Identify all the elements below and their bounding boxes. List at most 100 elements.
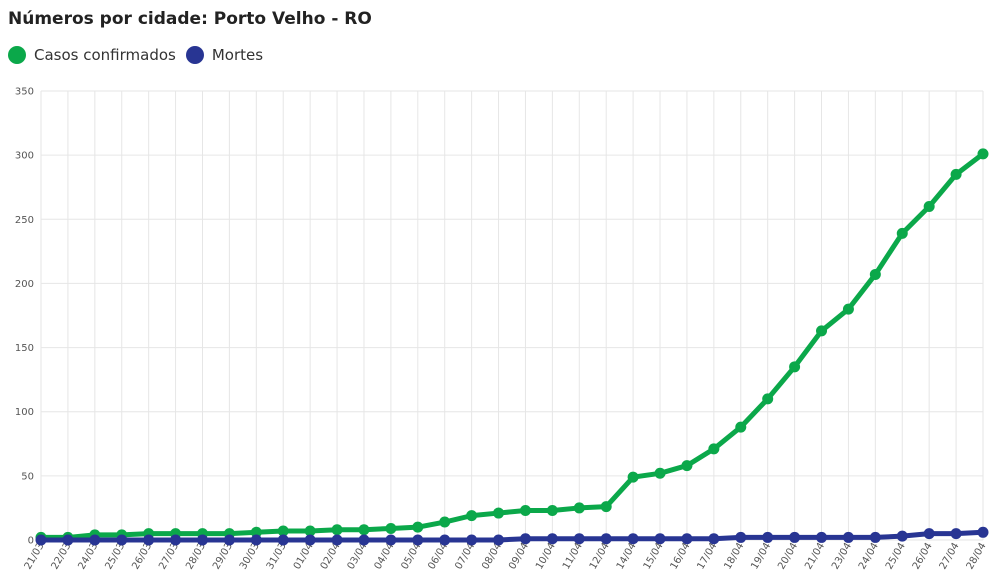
data-point-mortes[interactable] (170, 534, 182, 546)
y-tick-label: 200 (15, 279, 34, 290)
data-point-mortes[interactable] (116, 534, 128, 546)
data-point-mortes[interactable] (493, 534, 505, 546)
data-point-casos[interactable] (385, 522, 397, 534)
x-tick-label: 29/03 (211, 541, 235, 571)
data-point-casos[interactable] (439, 516, 451, 528)
data-point-casos[interactable] (493, 507, 505, 519)
data-point-mortes[interactable] (735, 531, 747, 543)
data-point-casos[interactable] (896, 227, 908, 239)
x-tick-label: 08/04 (480, 541, 504, 571)
legend-marker-casos-icon (8, 46, 26, 64)
data-point-casos[interactable] (923, 200, 935, 212)
data-point-casos[interactable] (654, 467, 666, 479)
data-point-casos[interactable] (816, 325, 828, 337)
x-tick-label: 21/04 (803, 541, 827, 571)
data-point-casos[interactable] (331, 524, 343, 536)
data-point-mortes[interactable] (842, 531, 854, 543)
data-point-mortes[interactable] (923, 528, 935, 540)
data-point-mortes[interactable] (896, 530, 908, 542)
data-point-casos[interactable] (842, 303, 854, 315)
data-point-mortes[interactable] (654, 533, 666, 545)
data-point-mortes[interactable] (681, 533, 693, 545)
data-point-mortes[interactable] (358, 534, 370, 546)
legend-item-mortes[interactable]: Mortes (185, 46, 263, 64)
data-point-casos[interactable] (304, 525, 316, 537)
data-point-casos[interactable] (708, 443, 720, 455)
data-point-casos[interactable] (600, 501, 612, 513)
data-point-casos[interactable] (250, 526, 262, 538)
grid-layer (40, 90, 984, 541)
data-point-casos[interactable] (358, 524, 370, 536)
data-point-mortes[interactable] (708, 533, 720, 545)
data-point-mortes[interactable] (250, 534, 262, 546)
data-point-mortes[interactable] (466, 534, 478, 546)
legend-marker-mortes-icon (185, 46, 204, 64)
y-tick-label: 0 (28, 536, 34, 547)
x-tick-label: 07/04 (453, 541, 477, 571)
y-tick-label: 100 (15, 407, 34, 418)
data-point-mortes[interactable] (89, 534, 101, 546)
data-point-casos[interactable] (573, 502, 585, 514)
x-tick-label: 05/04 (399, 541, 423, 571)
data-point-mortes[interactable] (789, 531, 801, 543)
data-point-mortes[interactable] (35, 534, 47, 546)
data-point-mortes[interactable] (950, 528, 962, 540)
x-tick-label: 02/04 (319, 541, 343, 571)
data-point-mortes[interactable] (600, 533, 612, 545)
data-point-mortes[interactable] (439, 534, 451, 546)
data-point-casos[interactable] (519, 504, 531, 516)
x-tick-label: 28/04 (965, 541, 989, 571)
data-point-mortes[interactable] (304, 534, 316, 546)
x-tick-label: 18/04 (722, 541, 746, 571)
x-tick-label: 17/04 (696, 541, 720, 571)
data-point-mortes[interactable] (546, 533, 558, 545)
data-point-mortes[interactable] (62, 534, 74, 546)
x-tick-label: 21/03 (23, 541, 47, 571)
data-point-casos[interactable] (277, 525, 289, 537)
x-tick-label: 01/04 (292, 541, 316, 571)
data-point-casos[interactable] (950, 168, 962, 180)
data-point-mortes[interactable] (627, 533, 639, 545)
data-point-casos[interactable] (412, 521, 424, 533)
data-point-mortes[interactable] (143, 534, 155, 546)
data-point-mortes[interactable] (519, 533, 531, 545)
data-point-mortes[interactable] (573, 533, 585, 545)
y-tick-label: 150 (15, 343, 34, 354)
data-point-mortes[interactable] (762, 531, 774, 543)
data-point-mortes[interactable] (977, 526, 989, 538)
x-tick-label: 31/03 (265, 541, 289, 571)
data-point-casos[interactable] (466, 510, 478, 522)
x-tick-label: 24/04 (857, 541, 881, 571)
x-tick-label: 06/04 (426, 541, 450, 571)
data-point-casos[interactable] (789, 361, 801, 373)
y-tick-label: 350 (15, 87, 34, 98)
data-point-casos[interactable] (869, 268, 881, 280)
data-point-casos[interactable] (735, 421, 747, 433)
x-tick-label: 25/03 (103, 541, 127, 571)
data-point-casos[interactable] (762, 393, 774, 405)
data-point-mortes[interactable] (223, 534, 235, 546)
x-tick-label: 04/04 (373, 541, 397, 571)
data-point-mortes[interactable] (412, 534, 424, 546)
data-point-casos[interactable] (977, 148, 989, 160)
y-tick-label: 50 (21, 471, 34, 482)
data-point-mortes[interactable] (869, 531, 881, 543)
data-point-mortes[interactable] (816, 531, 828, 543)
data-point-casos[interactable] (681, 460, 693, 472)
x-tick-label: 28/03 (184, 541, 208, 571)
series-layer (35, 148, 989, 546)
x-tick-label: 26/04 (911, 541, 935, 571)
data-point-casos[interactable] (627, 471, 639, 483)
data-point-casos[interactable] (546, 504, 558, 516)
x-tick-label: 30/03 (238, 541, 262, 571)
data-point-mortes[interactable] (331, 534, 343, 546)
legend-item-casos[interactable]: Casos confirmados (8, 46, 176, 64)
data-point-mortes[interactable] (277, 534, 289, 546)
data-point-mortes[interactable] (196, 534, 208, 546)
data-point-mortes[interactable] (385, 534, 397, 546)
y-tick-label: 250 (15, 215, 34, 226)
x-tick-label: 19/04 (749, 541, 773, 571)
x-tick-label: 11/04 (561, 541, 585, 571)
